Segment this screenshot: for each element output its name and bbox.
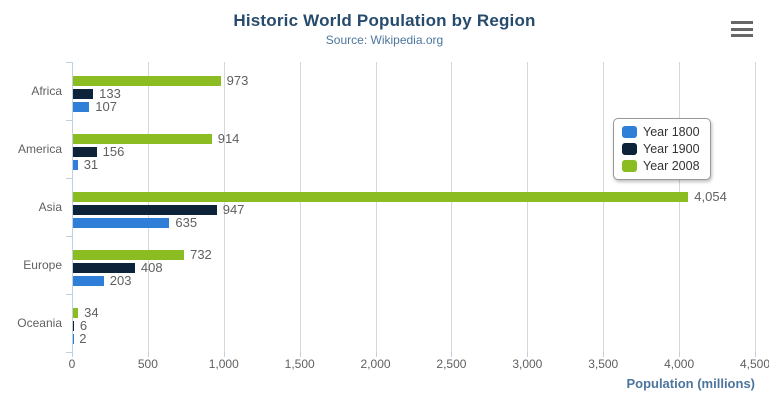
x-axis-tick [72,352,73,357]
x-axis-tick [603,352,605,357]
bar-year-1900-africa[interactable] [73,89,94,99]
gridline [451,62,453,352]
bar-year-1800-europe[interactable] [73,276,104,286]
x-axis-tick-label: 500 [137,357,158,371]
bar-value-label: 2 [79,331,87,346]
legend-label: Year 2008 [643,159,700,173]
x-axis-tick-label: 1,500 [284,357,315,371]
category-label-africa: Africa [31,84,62,98]
hamburger-icon [731,21,753,24]
bar-year-2008-africa[interactable] [73,76,221,86]
x-axis-tick-label: 2,000 [360,357,391,371]
x-axis-tick-label: 3,000 [512,357,543,371]
x-axis-tick-label: 0 [68,357,76,371]
bar-value-label: 947 [222,202,245,217]
bar-year-1900-europe[interactable] [73,263,135,273]
bar-value-label: 914 [217,131,240,146]
legend-swatch-year-1800 [622,126,637,138]
x-axis-tick [223,352,225,357]
gridline [603,62,605,352]
export-menu-button[interactable] [731,20,753,38]
gridline [527,62,529,352]
chart-title: Historic World Population by Region [233,11,536,30]
gridline [299,62,301,352]
x-axis-tick [527,352,529,357]
bar-value-label: 34 [84,305,99,320]
y-axis-tick [66,120,72,121]
x-axis-tick [375,352,377,357]
hamburger-icon [731,27,753,31]
y-axis-tick [66,236,72,237]
x-axis-tick [679,352,681,357]
bar-value-label: 6 [79,318,88,333]
y-axis-tick [66,178,72,179]
legend-label: Year 1900 [643,142,700,156]
legend-item-year-1900[interactable]: Year 1900 [622,142,700,156]
category-label-europe: Europe [23,258,62,272]
bar-value-label: 4,054 [694,189,727,204]
bar-year-1800-oceania[interactable] [73,334,74,344]
legend: Year 1800 Year 1900 Year 2008 [613,118,711,180]
y-axis-tick [66,294,72,295]
category-label-oceania: Oceania [17,316,62,330]
bar-value-label: 133 [99,86,121,101]
bar-value-label: 107 [95,99,117,114]
bar-year-1800-asia[interactable] [73,218,170,228]
bar-year-1800-america[interactable] [73,160,78,170]
x-axis-tick-label: 1,000 [208,357,239,371]
legend-swatch-year-2008 [622,160,637,172]
x-axis-tick [451,352,453,357]
gridline [679,62,681,352]
x-axis-tick [755,352,756,357]
x-axis-tick-label: 4,500 [739,357,769,371]
bar-value-label: 156 [102,144,125,159]
bar-value-label: 408 [140,260,163,275]
bar-year-2008-asia[interactable] [73,192,689,202]
bar-year-2008-america[interactable] [73,134,212,144]
bar-year-2008-europe[interactable] [73,250,185,260]
bar-year-1900-asia[interactable] [73,205,217,215]
plot-area: 973 133 107 914 156 31 4,054 947 635 732 408 203 34 6… [66,62,756,357]
bar-year-2008-oceania[interactable] [73,308,79,318]
x-axis-tick [147,352,149,357]
y-axis-tick [66,62,72,63]
x-axis-tick-label: 2,500 [436,357,467,371]
bar-value-label: 635 [175,215,198,230]
bar-value-label: 973 [226,73,249,88]
legend-label: Year 1800 [643,125,700,139]
x-axis-title: Population (millions) [626,376,755,391]
bar-year-1900-america[interactable] [73,147,97,157]
legend-item-year-2008[interactable]: Year 2008 [622,159,700,173]
chart-subtitle: Source: Wikipedia.org [325,33,444,47]
bar-value-label: 203 [109,273,132,288]
bar-year-1800-africa[interactable] [73,102,90,112]
gridline [755,62,756,352]
gridline [223,62,225,352]
legend-item-year-1800[interactable]: Year 1800 [622,125,700,139]
category-label-asia: Asia [38,200,62,214]
y-axis-line [72,62,73,353]
gridline [375,62,377,352]
hamburger-icon [731,34,753,37]
x-axis-tick-label: 4,000 [664,357,695,371]
bar-value-label: 31 [83,157,99,172]
category-label-america: America [17,142,62,156]
legend-swatch-year-1900 [622,143,637,155]
y-axis-tick [66,352,72,353]
x-axis-tick [299,352,301,357]
x-axis-tick-label: 3,500 [588,357,619,371]
bar-value-label: 732 [190,247,212,262]
bar-year-1900-oceania[interactable] [73,321,74,331]
